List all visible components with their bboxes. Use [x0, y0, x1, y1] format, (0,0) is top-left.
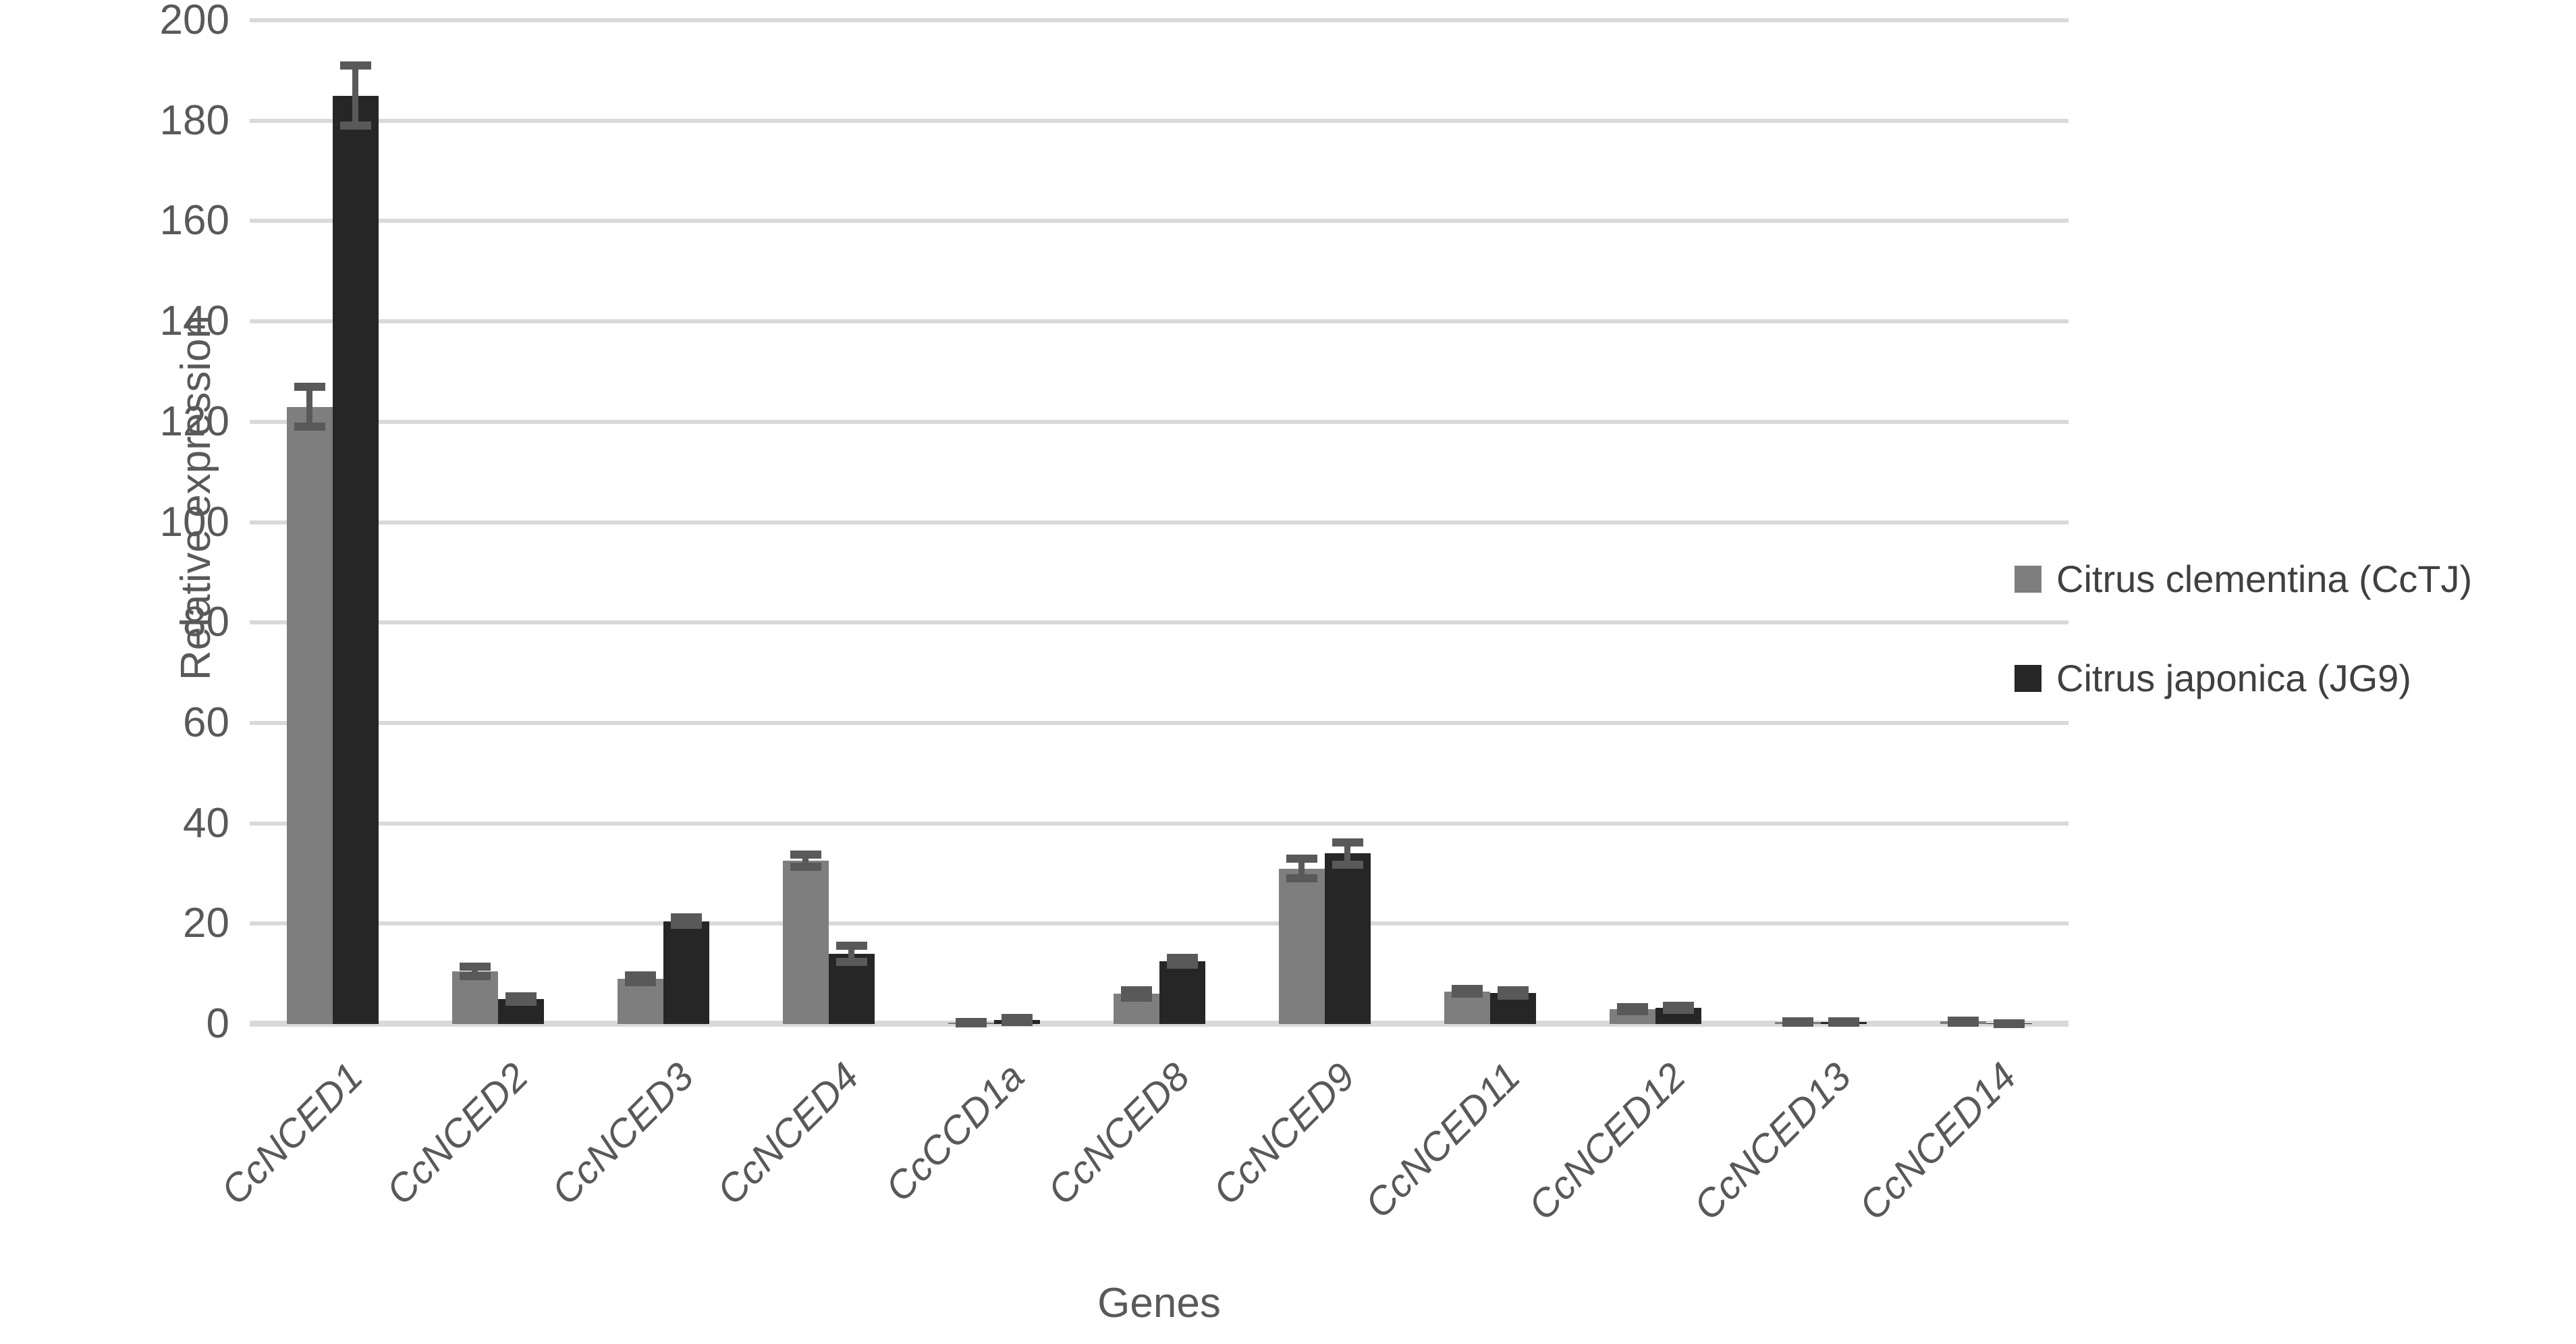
- error-cap-top-CcNCED3-series1: [624, 971, 656, 979]
- error-bar-CcNCED1-series2: [352, 65, 358, 126]
- error-cap-bottom-CcNCED8-series2: [1166, 961, 1198, 969]
- error-bar-CcNCED9-series1: [1298, 859, 1305, 878]
- y-tick-label-40: 40: [183, 799, 229, 846]
- x-tick-label-CcNCED11: CcNCED11: [1356, 1054, 1529, 1227]
- error-bar-CcNCED4-series2: [848, 946, 854, 962]
- error-cap-top-CcNCED8-series2: [1166, 953, 1198, 962]
- x-tick-label-CcNCED9: CcNCED9: [1204, 1054, 1363, 1214]
- gridline-y-200: [250, 18, 2068, 22]
- legend-label-series1: Citrus clementina (CcTJ): [2056, 558, 2473, 600]
- legend-item-series1: Citrus clementina (CcTJ): [2015, 559, 2472, 599]
- legend-swatch-series1: [2015, 566, 2041, 593]
- error-cap-bottom-CcNCED2-series2: [505, 997, 537, 1006]
- error-bar-CcNCED1-series1: [306, 386, 312, 427]
- error-cap-top-CcNCED3-series2: [670, 913, 702, 922]
- error-cap-bottom-CcNCED14-series1: [1947, 1018, 1979, 1027]
- gridline-y-180: [250, 118, 2068, 123]
- error-cap-top-CcNCED1-series1: [294, 382, 325, 391]
- y-tick-label-140: 140: [159, 298, 229, 345]
- y-tick-label-120: 120: [159, 398, 229, 445]
- gridline-y-160: [250, 219, 2068, 223]
- error-cap-bottom-CcNCED11-series2: [1497, 991, 1529, 1000]
- error-cap-bottom-CcNCED11-series1: [1451, 990, 1483, 998]
- error-cap-bottom-CcCCD1a-series1: [955, 1019, 987, 1027]
- error-cap-bottom-CcNCED1-series1: [294, 423, 325, 431]
- legend: Citrus clementina (CcTJ) Citrus japonica …: [2015, 559, 2472, 757]
- error-cap-bottom-CcNCED13-series1: [1782, 1019, 1813, 1027]
- gridline-y-20: [250, 921, 2068, 926]
- bar-CcNCED2-series1: [451, 971, 498, 1024]
- error-cap-bottom-CcNCED9-series1: [1286, 873, 1317, 882]
- error-bar-CcNCED2-series1: [472, 967, 478, 976]
- error-cap-bottom-CcNCED2-series1: [459, 971, 491, 980]
- error-cap-bottom-CcCCD1a-series2: [1001, 1018, 1033, 1027]
- error-cap-top-CcNCED1-series2: [339, 61, 371, 70]
- error-cap-bottom-CcNCED4-series2: [835, 957, 867, 966]
- bar-CcNCED4-series1: [782, 861, 829, 1024]
- legend-item-series2: Citrus japonica (JG9): [2015, 658, 2472, 699]
- x-tick-label-CcNCED4: CcNCED4: [708, 1054, 867, 1214]
- error-cap-bottom-CcNCED14-series2: [1993, 1019, 2025, 1028]
- gridline-y-120: [250, 419, 2068, 424]
- plot-area: [250, 18, 2068, 1028]
- x-tick-label-CcNCED1: CcNCED1: [212, 1054, 371, 1214]
- gridline-y-80: [250, 620, 2068, 625]
- bar-CcNCED9-series2: [1324, 853, 1371, 1024]
- error-cap-bottom-CcNCED9-series2: [1332, 860, 1363, 869]
- y-tick-label-180: 180: [159, 97, 229, 144]
- x-tick-label-CcNCED3: CcNCED3: [543, 1054, 702, 1214]
- error-cap-bottom-CcNCED3-series2: [670, 920, 702, 929]
- error-cap-bottom-CcNCED1-series2: [339, 122, 371, 130]
- y-tick-label-100: 100: [159, 498, 229, 545]
- legend-swatch-series2: [2015, 665, 2041, 692]
- error-cap-top-CcNCED2-series1: [459, 963, 491, 971]
- gridline-y-140: [250, 319, 2068, 324]
- y-tick-label-160: 160: [159, 197, 229, 244]
- x-tick-label-CcNCED14: CcNCED14: [1850, 1054, 2025, 1229]
- x-tick-label-CcCCD1a: CcCCD1a: [877, 1054, 1033, 1210]
- error-cap-top-CcNCED9-series1: [1286, 855, 1317, 863]
- error-cap-bottom-CcNCED12-series2: [1662, 1006, 1694, 1015]
- gridline-y-100: [250, 520, 2068, 525]
- error-cap-top-CcNCED4-series2: [835, 942, 867, 950]
- error-cap-top-CcNCED8-series1: [1120, 986, 1152, 995]
- error-bar-CcNCED9-series2: [1344, 842, 1350, 865]
- x-axis-title: Genes: [1097, 1280, 1221, 1326]
- error-cap-bottom-CcNCED13-series2: [1828, 1019, 1859, 1027]
- gridline-y-60: [250, 720, 2068, 725]
- gridline-y-40: [250, 821, 2068, 826]
- error-cap-bottom-CcNCED8-series1: [1120, 993, 1152, 1002]
- bar-CcNCED8-series2: [1159, 961, 1205, 1024]
- bar-CcNCED1-series2: [332, 95, 379, 1024]
- legend-label-series2: Citrus japonica (JG9): [2056, 657, 2411, 699]
- error-cap-bottom-CcNCED3-series1: [624, 978, 656, 987]
- bar-CcNCED3-series2: [663, 921, 709, 1024]
- bar-CcNCED1-series1: [286, 406, 333, 1024]
- error-cap-top-CcNCED4-series1: [790, 851, 821, 859]
- error-cap-bottom-CcNCED4-series1: [790, 863, 821, 871]
- y-tick-label-200: 200: [159, 0, 229, 43]
- x-tick-label-CcNCED13: CcNCED13: [1684, 1054, 1859, 1229]
- bar-CcNCED9-series1: [1278, 868, 1325, 1024]
- error-cap-top-CcNCED9-series2: [1332, 838, 1363, 846]
- y-tick-label-80: 80: [183, 599, 229, 646]
- x-tick-label-CcNCED8: CcNCED8: [1039, 1054, 1198, 1214]
- error-bar-CcNCED4-series1: [802, 855, 809, 867]
- error-cap-bottom-CcNCED12-series1: [1616, 1006, 1648, 1015]
- x-tick-label-CcNCED2: CcNCED2: [377, 1054, 537, 1214]
- y-tick-label-60: 60: [183, 699, 229, 746]
- y-tick-label-20: 20: [183, 900, 229, 947]
- x-tick-label-CcNCED12: CcNCED12: [1519, 1054, 1694, 1229]
- y-tick-label-0: 0: [206, 1000, 229, 1047]
